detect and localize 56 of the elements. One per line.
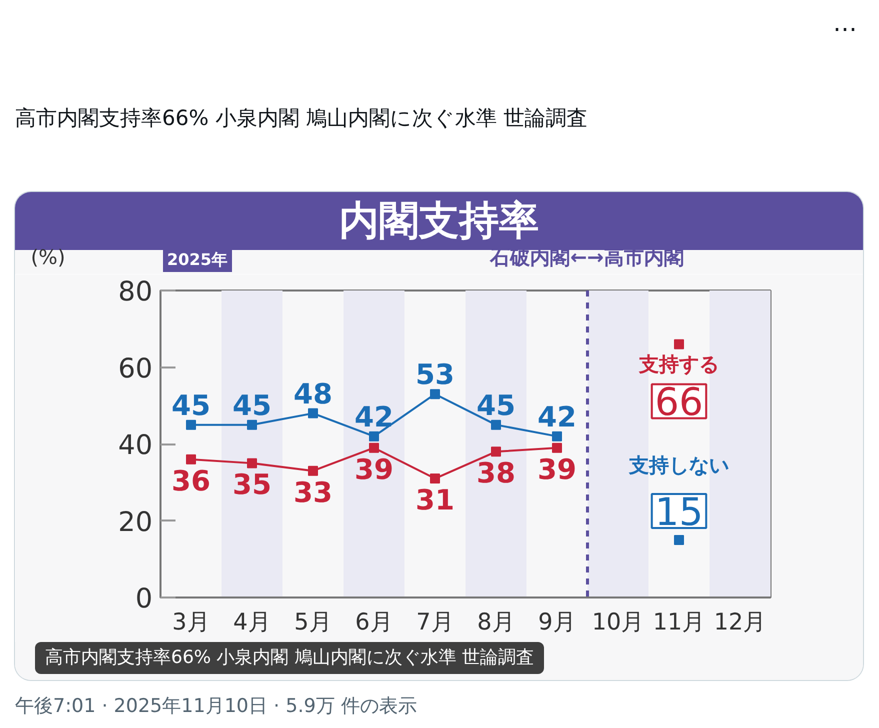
x-tick-label: 3月 xyxy=(172,610,210,636)
point xyxy=(308,466,318,476)
x-tick-label: 6月 xyxy=(355,610,393,636)
x-tick-label: 7月 xyxy=(416,610,454,636)
data-label: 66 xyxy=(654,380,704,424)
chart-subtitle: 2025年 xyxy=(163,249,232,272)
y-tick-label: 60 xyxy=(118,353,153,384)
y-tick-label: 80 xyxy=(118,276,153,308)
data-label: 33 xyxy=(294,476,332,509)
text: ⋯ xyxy=(833,14,857,45)
data-label: 35 xyxy=(232,468,272,502)
x-tick-label: 11月 xyxy=(652,610,706,636)
series-label: 支持する xyxy=(638,352,719,376)
point xyxy=(552,431,562,442)
data-label: 48 xyxy=(294,377,332,410)
x-tick-label: 5月 xyxy=(294,610,332,636)
point xyxy=(186,420,196,430)
point xyxy=(247,420,257,430)
text: 支持しない xyxy=(628,452,729,477)
data-label: 42 xyxy=(354,400,394,434)
text: 高市内閣支持率66% 小泉内閣 鳩山内閣に次ぐ水準 世論調査 xyxy=(35,642,544,674)
data-label: 45 xyxy=(476,388,516,422)
data-label: 15 xyxy=(654,490,704,534)
data-label: 45 xyxy=(232,388,272,422)
text: 高市内閣支持率66% 小泉内閣 鳩山内閣に次ぐ水準 世論調査 xyxy=(15,105,588,132)
y-tick-label: 20 xyxy=(118,506,153,538)
point xyxy=(369,431,379,442)
x-tick-label: 4月 xyxy=(233,610,271,636)
point xyxy=(247,458,257,468)
data-label: 45 xyxy=(172,388,210,422)
chart-title: 内閣支持率 xyxy=(339,198,539,244)
y-tick-label: 0 xyxy=(135,584,153,614)
point xyxy=(674,534,684,545)
x-tick-label: 10月 xyxy=(592,610,644,636)
data-label: 39 xyxy=(354,452,394,486)
point xyxy=(308,408,318,418)
point xyxy=(491,420,501,430)
point xyxy=(369,442,379,453)
data-label: 53 xyxy=(416,358,454,392)
data-label: 36 xyxy=(172,464,210,498)
data-label: 39 xyxy=(538,452,576,486)
point xyxy=(186,454,196,464)
text: 午後7:01 · 2025年11月10日 · 5.9万 件の表示 xyxy=(15,694,417,719)
data-label: 31 xyxy=(416,484,454,517)
x-tick-label: 12月 xyxy=(714,610,766,636)
point xyxy=(552,442,562,453)
y-axis-title: (%) xyxy=(30,244,66,272)
point xyxy=(430,474,440,484)
x-tick-label: 8月 xyxy=(477,610,515,636)
x-tick-label: 9月 xyxy=(538,610,576,636)
point xyxy=(491,446,501,457)
data-label: 38 xyxy=(476,456,516,490)
data-label: 42 xyxy=(538,400,576,434)
point xyxy=(674,339,684,350)
y-tick-label: 40 xyxy=(118,430,153,461)
point xyxy=(430,389,440,400)
